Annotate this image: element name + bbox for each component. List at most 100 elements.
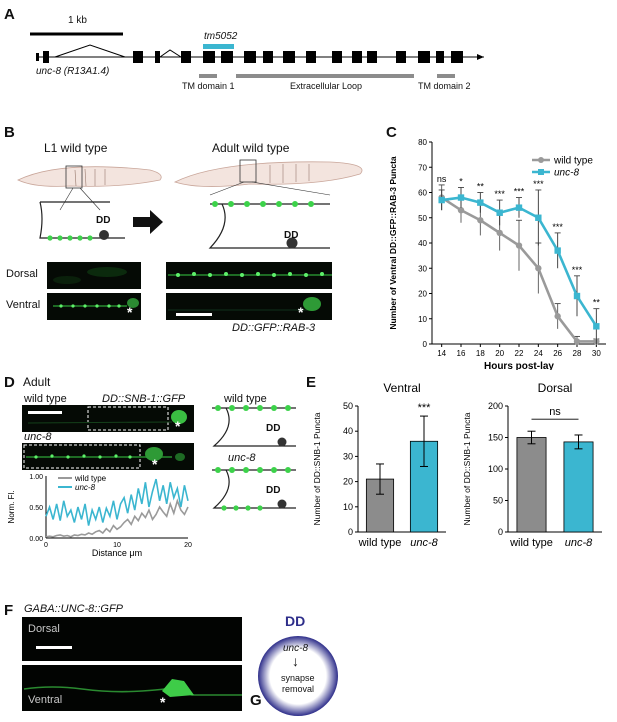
c-series-wild-type (438, 184, 600, 345)
c-legend-label: unc-8 (554, 168, 579, 179)
c-y-tick-label: 40 (418, 239, 427, 248)
c-significance-label: ** (477, 182, 485, 192)
d-schematic-mutant-label: unc-8 (228, 452, 256, 464)
l1-worm-segments (74, 168, 106, 187)
c-significance-label: *** (514, 187, 525, 197)
c-point (438, 196, 445, 204)
b-adult-dd-label: DD (284, 230, 299, 241)
b-l1-title: L1 wild type (44, 141, 108, 155)
d-schematic-wt-label: wild type (224, 393, 267, 405)
g-gene-label: unc-8 (283, 643, 309, 654)
c-y-tick-label: 70 (418, 163, 427, 172)
e-dorsal-y-tick-label: 50 (493, 496, 503, 506)
c-y-tick-label: 80 (418, 138, 427, 147)
d-wt-label: wild type (24, 393, 67, 405)
d-trace-unc-8 (45, 478, 189, 526)
d-legend-label: unc-8 (75, 483, 96, 492)
e-dorsal-bracket-label: ns (549, 406, 561, 418)
c-point (457, 194, 465, 201)
d-wt-image (22, 405, 194, 432)
e-dorsal-y-tick-label: 100 (488, 464, 503, 474)
c-x-tick-label: 28 (573, 349, 582, 358)
tm-domain-1-label: TM domain 1 (182, 81, 235, 91)
adult-neuron-process (208, 203, 330, 249)
c-point (496, 229, 503, 237)
e-ventral-y-tick-label: 0 (348, 527, 353, 537)
b-scale-bar (176, 313, 212, 316)
d-y-tick-label: 0.00 (29, 536, 43, 543)
f-ventral-image (22, 665, 242, 711)
adult-worm-segments (269, 164, 310, 183)
c-x-tick-label: 18 (476, 349, 485, 358)
c-x-tick-label: 30 (592, 349, 601, 358)
b-ventral-label: Ventral (6, 299, 41, 311)
c-point (496, 209, 503, 216)
c-series-unc-8 (438, 187, 600, 344)
g-dd-label: DD (285, 613, 306, 629)
c-point (515, 204, 523, 211)
e-dorsal-y-tick-label: 150 (488, 433, 503, 443)
l1-dd-soma (99, 230, 109, 240)
d-x-axis-label: Distance μm (92, 548, 142, 558)
c-legend-marker (538, 169, 544, 175)
c-point (457, 206, 465, 214)
b-schematic (17, 159, 363, 249)
c-y-tick-label: 50 (418, 214, 427, 223)
panel-letter-c: C (386, 124, 397, 141)
f-ventral-label: Ventral (28, 694, 63, 706)
b-adult-soma-asterisk: * (298, 304, 304, 320)
c-point (515, 242, 523, 249)
e-ventral-title: Ventral (383, 381, 420, 395)
d-mutant-image (22, 443, 194, 470)
e-ventral-category-label: unc-8 (410, 537, 438, 549)
d-y-tick-label: 0.50 (29, 505, 43, 512)
e-dorsal-bar-unc-8 (563, 441, 594, 533)
d-x-tick-label: 0 (44, 542, 48, 549)
d-schematic (212, 405, 296, 511)
f-title: GABA::UNC-8::GFP (24, 603, 124, 615)
d-trace-wild-type (45, 498, 189, 538)
e-dorsal-category-label: unc-8 (565, 537, 593, 549)
c-significance-label: ns (437, 174, 447, 184)
g-dd-cell (258, 636, 338, 716)
panel-letter-f: F (4, 602, 14, 619)
panel-letter-d: D (4, 374, 15, 391)
adult-inset-box (239, 159, 257, 183)
g-outcome-line2: removal (282, 684, 315, 694)
panel-letter-b: B (4, 124, 15, 141)
e-ventral-y-tick-label: 40 (343, 426, 353, 436)
tm-domain-2-label: TM domain 2 (418, 81, 471, 91)
d-mutant-neuron (212, 469, 296, 509)
b-adult-dorsal-image (166, 262, 332, 289)
e-ventral-y-tick-label: 30 (343, 451, 353, 461)
c-line-chart: 0 10 20 30 40 50 60 70 80 14 16 18 20 22 24 26 28 30 Hours… (388, 138, 606, 370)
c-x-tick-label: 26 (553, 349, 562, 358)
l1-worm-body (17, 166, 162, 187)
c-x-axis-label: Hours post-lay (484, 361, 554, 370)
strand-arrowhead (477, 54, 484, 60)
gene-label: unc-8 (R13A1.4) (36, 66, 110, 77)
e-ventral-y-tick-label: 20 (343, 477, 353, 487)
d-mutant-soma (277, 499, 287, 509)
c-x-tick-label: 24 (534, 349, 543, 358)
c-point (535, 265, 542, 272)
c-y-tick-label: 60 (418, 189, 427, 198)
e-dorsal-bar-wild-type (516, 437, 547, 533)
b-development-arrow (133, 210, 163, 234)
panel-letter-g: G (250, 692, 262, 709)
e-ventral-significance-label: *** (418, 402, 432, 414)
c-significance-label: *** (533, 179, 544, 189)
c-y-tick-label: 10 (418, 315, 427, 324)
c-x-tick-label: 22 (515, 349, 524, 358)
c-point (554, 247, 561, 254)
d-legend-label: wild type (74, 474, 107, 483)
adult-synapse-dots (212, 201, 314, 207)
g-outcome-line1: synapse (281, 673, 315, 683)
allele-label: tm5052 (204, 31, 238, 42)
c-point (573, 338, 581, 345)
l1-neuron-process (39, 201, 125, 239)
c-y-tick-label: 20 (418, 290, 427, 299)
c-x-tick-label: 16 (457, 349, 466, 358)
